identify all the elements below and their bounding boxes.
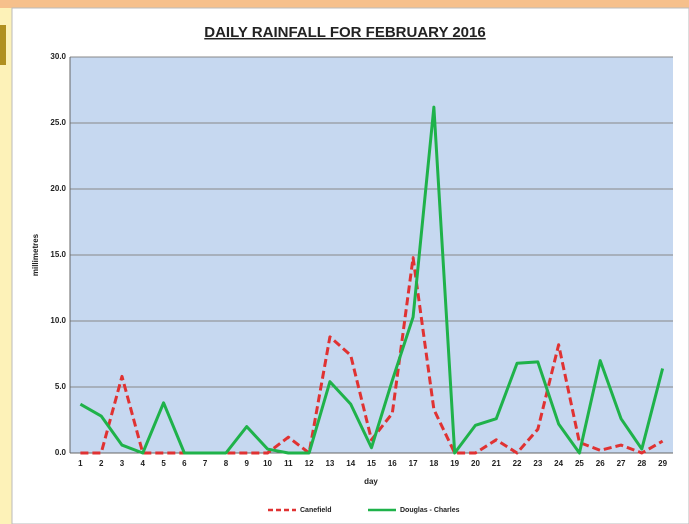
x-tick-label: 16	[388, 459, 397, 468]
x-tick-label: 11	[284, 459, 293, 468]
x-tick-label: 7	[203, 459, 208, 468]
x-tick-label: 9	[245, 459, 250, 468]
y-tick-label: 5.0	[55, 382, 67, 391]
x-axis-label: day	[364, 477, 378, 486]
x-tick-label: 14	[346, 459, 355, 468]
x-tick-label: 28	[637, 459, 646, 468]
x-tick-label: 3	[120, 459, 125, 468]
y-axis-label: millimetres	[31, 233, 40, 276]
x-tick-label: 24	[554, 459, 563, 468]
chart-title: DAILY RAINFALL FOR FEBRUARY 2016	[204, 24, 485, 41]
x-tick-label: 6	[182, 459, 187, 468]
x-tick-label: 10	[263, 459, 272, 468]
x-tick-label: 23	[533, 459, 542, 468]
series-line	[80, 256, 664, 455]
x-tick-label: 27	[617, 459, 626, 468]
legend-label: Canefield	[300, 507, 332, 514]
legend-label: Douglas - Charles	[400, 507, 460, 514]
x-tick-label: 21	[492, 459, 501, 468]
x-tick-label: 12	[305, 459, 314, 468]
x-tick-label: 5	[161, 459, 166, 468]
y-tick-label: 30.0	[50, 52, 66, 61]
y-tick-label: 15.0	[50, 250, 66, 259]
x-tick-label: 4	[141, 459, 146, 468]
x-tick-label: 2	[99, 459, 104, 468]
sidebar-marker	[0, 25, 6, 65]
x-tick-label: 29	[658, 459, 667, 468]
x-tick-label: 22	[513, 459, 522, 468]
x-tick-label: 26	[596, 459, 605, 468]
x-tick-label: 17	[409, 459, 418, 468]
x-tick-label: 19	[450, 459, 459, 468]
x-tick-label: 20	[471, 459, 480, 468]
y-tick-label: 10.0	[50, 316, 66, 325]
y-tick-label: 25.0	[50, 118, 66, 127]
series-line	[79, 105, 665, 455]
x-tick-label: 15	[367, 459, 376, 468]
x-tick-label: 18	[429, 459, 438, 468]
y-tick-label: 20.0	[50, 184, 66, 193]
x-tick-label: 25	[575, 459, 584, 468]
x-tick-label: 8	[224, 459, 229, 468]
window-bar	[0, 0, 689, 8]
sidebar	[0, 8, 12, 524]
x-tick-label: 1	[78, 459, 83, 468]
y-tick-label: 0.0	[55, 448, 67, 457]
x-tick-label: 13	[325, 459, 334, 468]
